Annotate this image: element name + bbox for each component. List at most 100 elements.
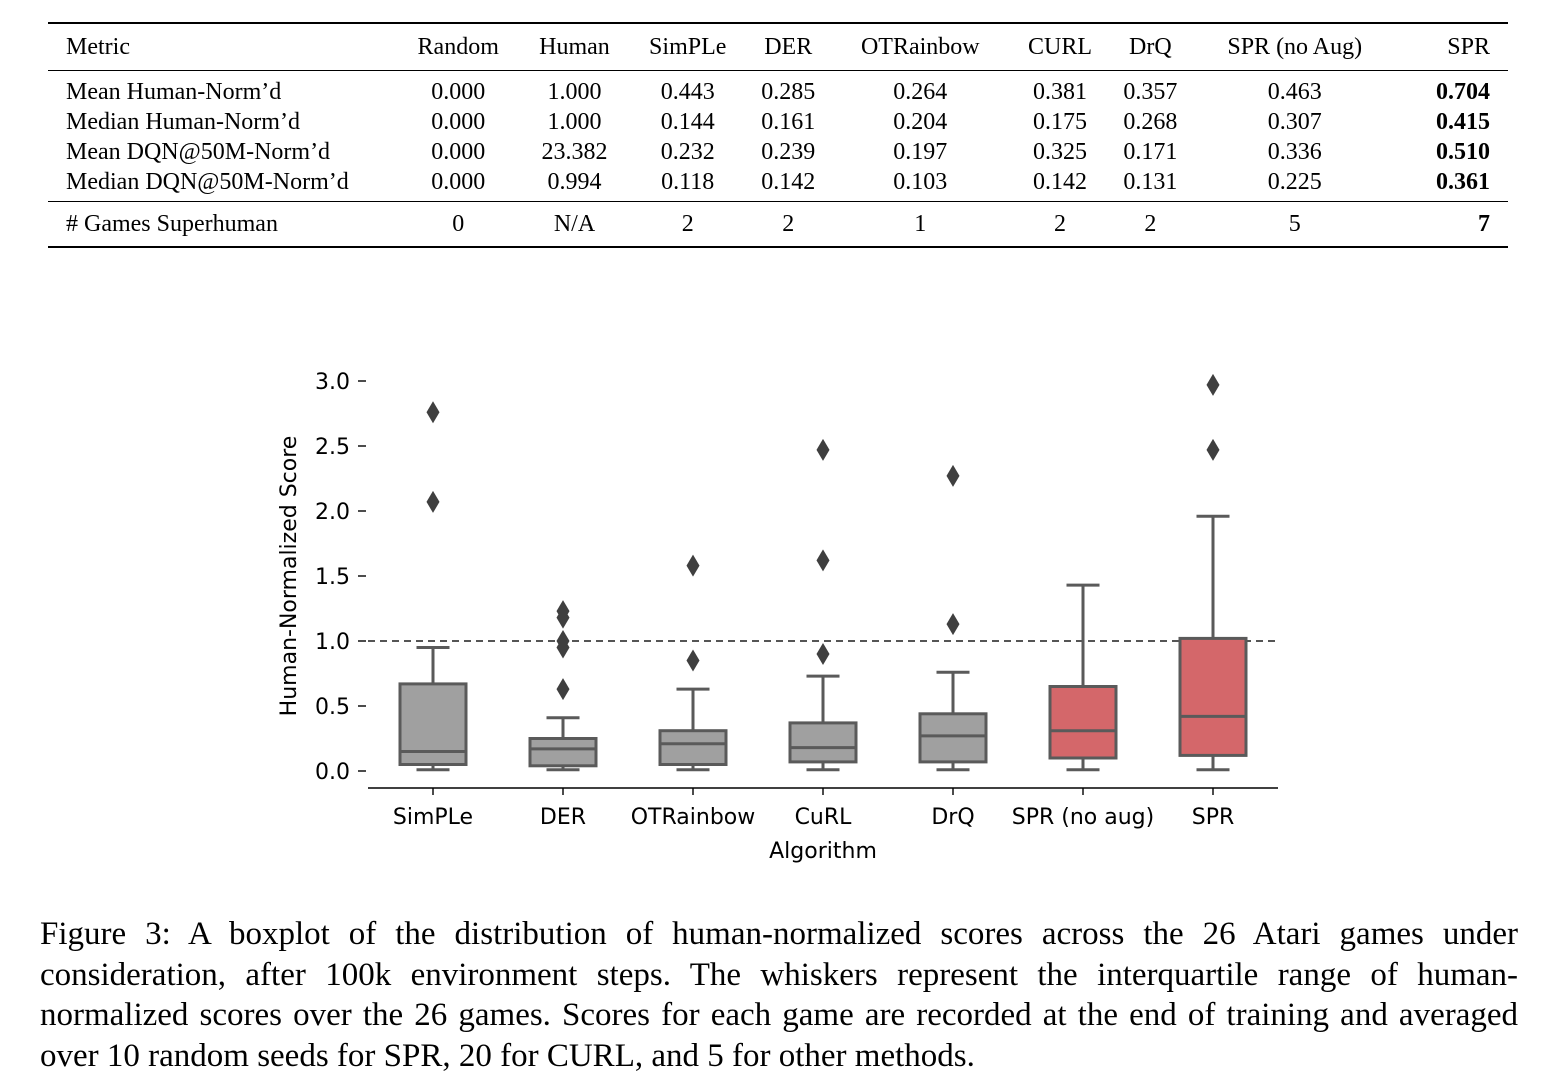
header-cell: Metric bbox=[48, 22, 396, 71]
table-cell: N/A bbox=[520, 201, 629, 248]
header-cell: Human bbox=[520, 22, 629, 71]
x-axis-label: Algorithm bbox=[769, 839, 877, 864]
table-cell: 0.325 bbox=[1033, 138, 1088, 165]
figure-caption: Figure 3: A boxplot of the distribution … bbox=[40, 916, 1518, 1074]
outlier-marker bbox=[1206, 373, 1220, 396]
x-tick-label: DER bbox=[540, 805, 586, 830]
header-cell: DrQ bbox=[1109, 22, 1192, 71]
outlier-marker bbox=[946, 613, 960, 636]
table-cell: 0.000 bbox=[431, 138, 486, 165]
y-tick-label: 2.0 bbox=[315, 500, 350, 525]
metric-name-cell: Mean DQN@50M-Norm’d bbox=[66, 138, 331, 165]
superhuman-row: # Games Superhuman 0 N/A 2 2 1 2 2 5 7 bbox=[48, 201, 1508, 248]
header-cell: OTRainbow bbox=[829, 22, 1012, 71]
metric-name-cell: Mean Human-Norm’d bbox=[66, 78, 282, 105]
table-row: Median Human-Norm’d 0.000 1.000 0.144 0.… bbox=[48, 107, 1508, 137]
header-cell: SimPLe bbox=[628, 22, 747, 71]
box-group-otrainbow bbox=[658, 554, 728, 772]
table-cell: 0 bbox=[396, 201, 521, 248]
table-cell: 0.307 bbox=[1267, 108, 1322, 135]
table-cell: 0.381 bbox=[1033, 78, 1088, 105]
x-tick-label: SimPLe bbox=[393, 805, 473, 830]
table-cell: 0.171 bbox=[1123, 138, 1178, 165]
table-cell: 0.103 bbox=[893, 168, 948, 195]
outlier-marker bbox=[1206, 438, 1220, 461]
table-cell: 0.239 bbox=[761, 138, 816, 165]
header-cell: SPR bbox=[1397, 22, 1508, 71]
x-tick-label: DrQ bbox=[931, 805, 974, 830]
outlier-marker bbox=[426, 490, 440, 513]
table-cell: 0.142 bbox=[1033, 168, 1088, 195]
box-group-spr-no-aug- bbox=[1048, 583, 1118, 772]
table-header-row: Metric Random Human SimPLe DER OTRainbow… bbox=[48, 22, 1508, 71]
y-tick-label: 3.0 bbox=[315, 370, 350, 395]
y-tick-label: 0.5 bbox=[315, 695, 350, 720]
box-group-der bbox=[528, 600, 598, 772]
box-group-simple bbox=[398, 401, 468, 772]
metric-name-cell: Median Human-Norm’d bbox=[66, 108, 300, 135]
table-cell: 0.232 bbox=[660, 138, 715, 165]
table-cell: 0.142 bbox=[761, 168, 816, 195]
outlier-marker bbox=[816, 549, 830, 572]
table-cell: 0.118 bbox=[661, 168, 715, 195]
box-group-spr bbox=[1178, 373, 1248, 772]
table-cell: 0.175 bbox=[1033, 108, 1088, 135]
table-cell: 1 bbox=[829, 201, 1012, 248]
y-tick-label: 1.0 bbox=[315, 630, 350, 655]
table-row: Mean DQN@50M-Norm’d 0.000 23.382 0.232 0… bbox=[48, 137, 1508, 167]
table-cell: 0.994 bbox=[547, 168, 602, 195]
outlier-marker bbox=[556, 600, 570, 623]
table-cell: 2 bbox=[1109, 201, 1192, 248]
outlier-marker bbox=[426, 401, 440, 424]
outlier-marker bbox=[816, 438, 830, 461]
boxplot-chart: 0.0 0.5 1.0 1.5 2.0 2.5 3.0 SimPLe DER OTRainbow C… bbox=[277, 370, 1278, 864]
table-cell: 0.161 bbox=[761, 108, 816, 135]
table-cell: 0.000 bbox=[431, 168, 486, 195]
best-score-cell: 0.415 bbox=[1436, 108, 1490, 135]
table-cell: 0.204 bbox=[893, 108, 948, 135]
table-cell: 2 bbox=[628, 201, 747, 248]
outlier-marker bbox=[556, 678, 570, 701]
table-cell: 2 bbox=[746, 201, 830, 248]
table-cell: 2 bbox=[1011, 201, 1110, 248]
iqr-box bbox=[788, 721, 858, 764]
table-cell: 1.000 bbox=[547, 78, 602, 105]
table-cell: 0.144 bbox=[660, 108, 715, 135]
x-tick-label: OTRainbow bbox=[631, 805, 756, 830]
header-cell: CURL bbox=[1011, 22, 1110, 71]
best-score-cell: 7 bbox=[1397, 201, 1508, 248]
best-score-cell: 0.510 bbox=[1436, 138, 1490, 165]
header-cell: DER bbox=[746, 22, 830, 71]
table-cell: 0.336 bbox=[1267, 138, 1322, 165]
outlier-marker bbox=[946, 464, 960, 487]
table-cell: 0.443 bbox=[660, 78, 715, 105]
table-cell: 0.285 bbox=[761, 78, 816, 105]
table-cell: 23.382 bbox=[541, 138, 608, 165]
iqr-box bbox=[918, 712, 988, 764]
x-tick-label: SPR (no aug) bbox=[1012, 805, 1154, 830]
metric-name-cell: Median DQN@50M-Norm’d bbox=[66, 168, 349, 195]
iqr-box bbox=[658, 729, 728, 767]
table-cell: 0.225 bbox=[1267, 168, 1322, 195]
table-cell: 0.000 bbox=[431, 108, 486, 135]
table-row: Mean Human-Norm’d 0.000 1.000 0.443 0.28… bbox=[48, 71, 1508, 108]
table-cell: 0.268 bbox=[1123, 108, 1178, 135]
table-cell: 0.131 bbox=[1123, 168, 1178, 195]
table-cell: 0.000 bbox=[431, 78, 486, 105]
header-cell: Random bbox=[396, 22, 521, 71]
table-cell: 0.357 bbox=[1123, 78, 1178, 105]
table-cell: 5 bbox=[1191, 201, 1398, 248]
y-axis-label: Human-Normalized Score bbox=[277, 436, 302, 717]
iqr-box bbox=[528, 737, 598, 768]
outlier-marker bbox=[686, 554, 700, 577]
table-cell: 0.463 bbox=[1267, 78, 1322, 105]
box-group-curl bbox=[788, 438, 858, 772]
header-cell: SPR (no Aug) bbox=[1191, 22, 1398, 71]
y-tick-label: 2.5 bbox=[315, 435, 350, 460]
x-tick-label: CuRL bbox=[795, 805, 853, 830]
table-cell: 0.264 bbox=[893, 78, 948, 105]
iqr-box bbox=[1048, 685, 1118, 760]
x-tick-label: SPR bbox=[1192, 805, 1235, 830]
y-tick-label: 1.5 bbox=[315, 565, 350, 590]
outlier-marker bbox=[816, 643, 830, 665]
